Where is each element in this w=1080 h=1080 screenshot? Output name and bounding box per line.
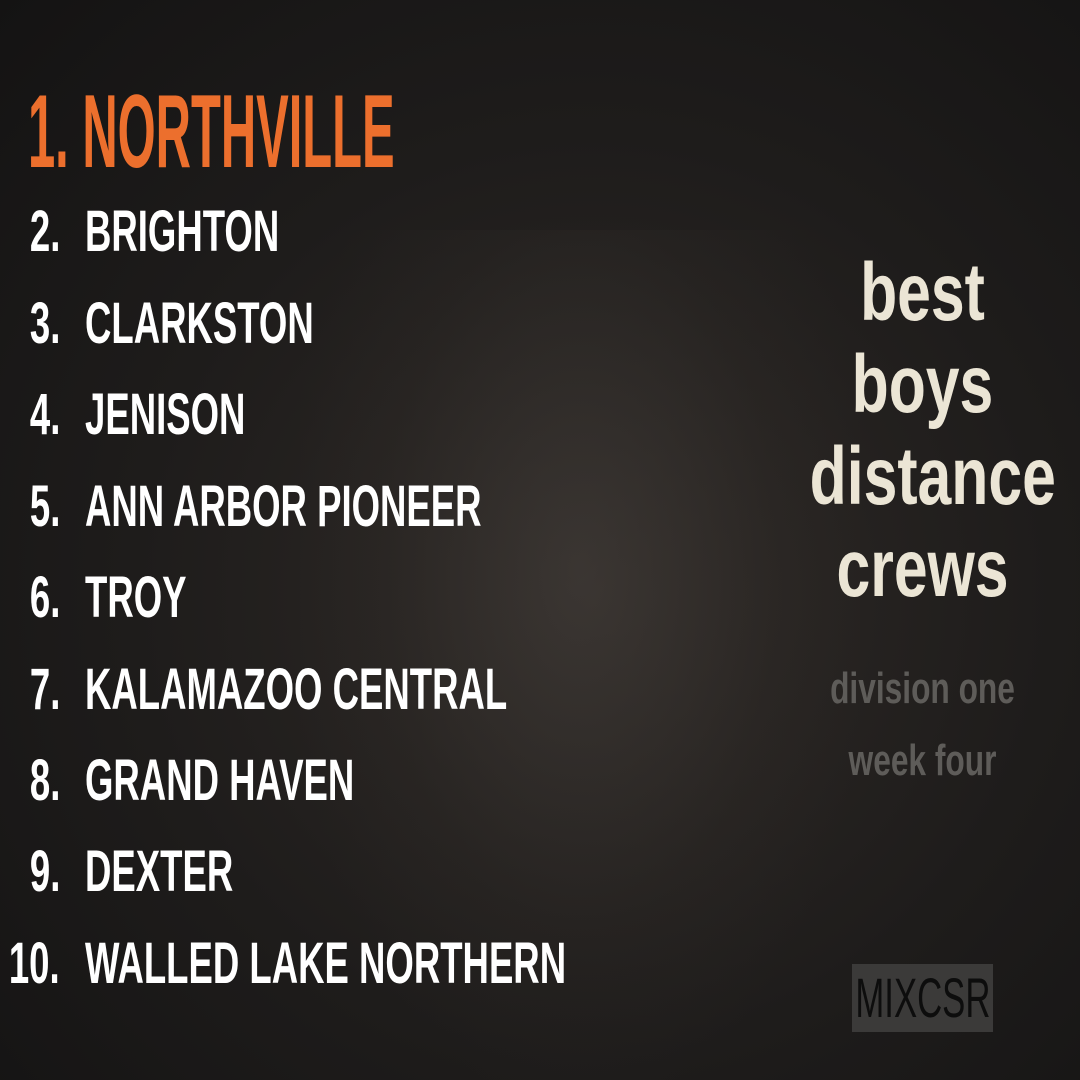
team-name: KALAMAZOO CENTRAL — [85, 657, 508, 722]
rank-number: 2. — [29, 199, 60, 264]
team-name: NORTHVILLE — [82, 74, 395, 190]
title-line: best — [860, 247, 985, 338]
rank-10-entry: 10. WALLED LAKE NORTHERN — [0, 934, 700, 994]
rank-7-entry: 7. KALAMAZOO CENTRAL — [0, 660, 700, 720]
team-name: TROY — [85, 565, 187, 630]
team-name: DEXTER — [85, 839, 234, 904]
rank-number: 9. — [29, 839, 60, 904]
rank-number: 7. — [29, 657, 60, 722]
rank-number: 3. — [29, 291, 60, 356]
rank-number: 5. — [29, 474, 60, 539]
title-line: boys — [851, 339, 994, 430]
team-name: JENISON — [85, 382, 246, 447]
title-line: distance — [809, 431, 1056, 522]
background-runners-photo — [300, 230, 860, 1080]
logo-text: MIXCSR — [854, 966, 991, 1029]
team-name: BRIGHTON — [85, 199, 280, 264]
title-line: crews — [836, 523, 1009, 614]
rank-number: 10. — [9, 931, 60, 996]
rank-number: 8. — [29, 748, 60, 813]
rank-number: 4. — [29, 382, 60, 447]
rank-number: 1. — [28, 74, 69, 190]
rank-9-entry: 9. DEXTER — [0, 842, 700, 902]
subtitle-week: week four — [848, 736, 997, 785]
mixcsr-logo: MIXCSR — [852, 964, 993, 1032]
team-name: ANN ARBOR PIONEER — [85, 474, 482, 539]
team-name: WALLED LAKE NORTHERN — [85, 931, 567, 996]
rank-number: 6. — [29, 565, 60, 630]
rank-8-entry: 8. GRAND HAVEN — [0, 751, 700, 811]
rank-4-entry: 4. JENISON — [0, 385, 700, 445]
team-name: CLARKSTON — [85, 291, 314, 356]
rank-3-entry: 3. CLARKSTON — [0, 294, 700, 354]
subtitle-division: division one — [830, 664, 1015, 713]
rank-6-entry: 6. TROY — [0, 568, 700, 628]
rank-1-entry: 1. NORTHVILLE — [28, 80, 395, 184]
rank-5-entry: 5. ANN ARBOR PIONEER — [0, 477, 700, 537]
team-name: GRAND HAVEN — [85, 748, 355, 813]
rank-2-entry: 2. BRIGHTON — [0, 202, 700, 262]
